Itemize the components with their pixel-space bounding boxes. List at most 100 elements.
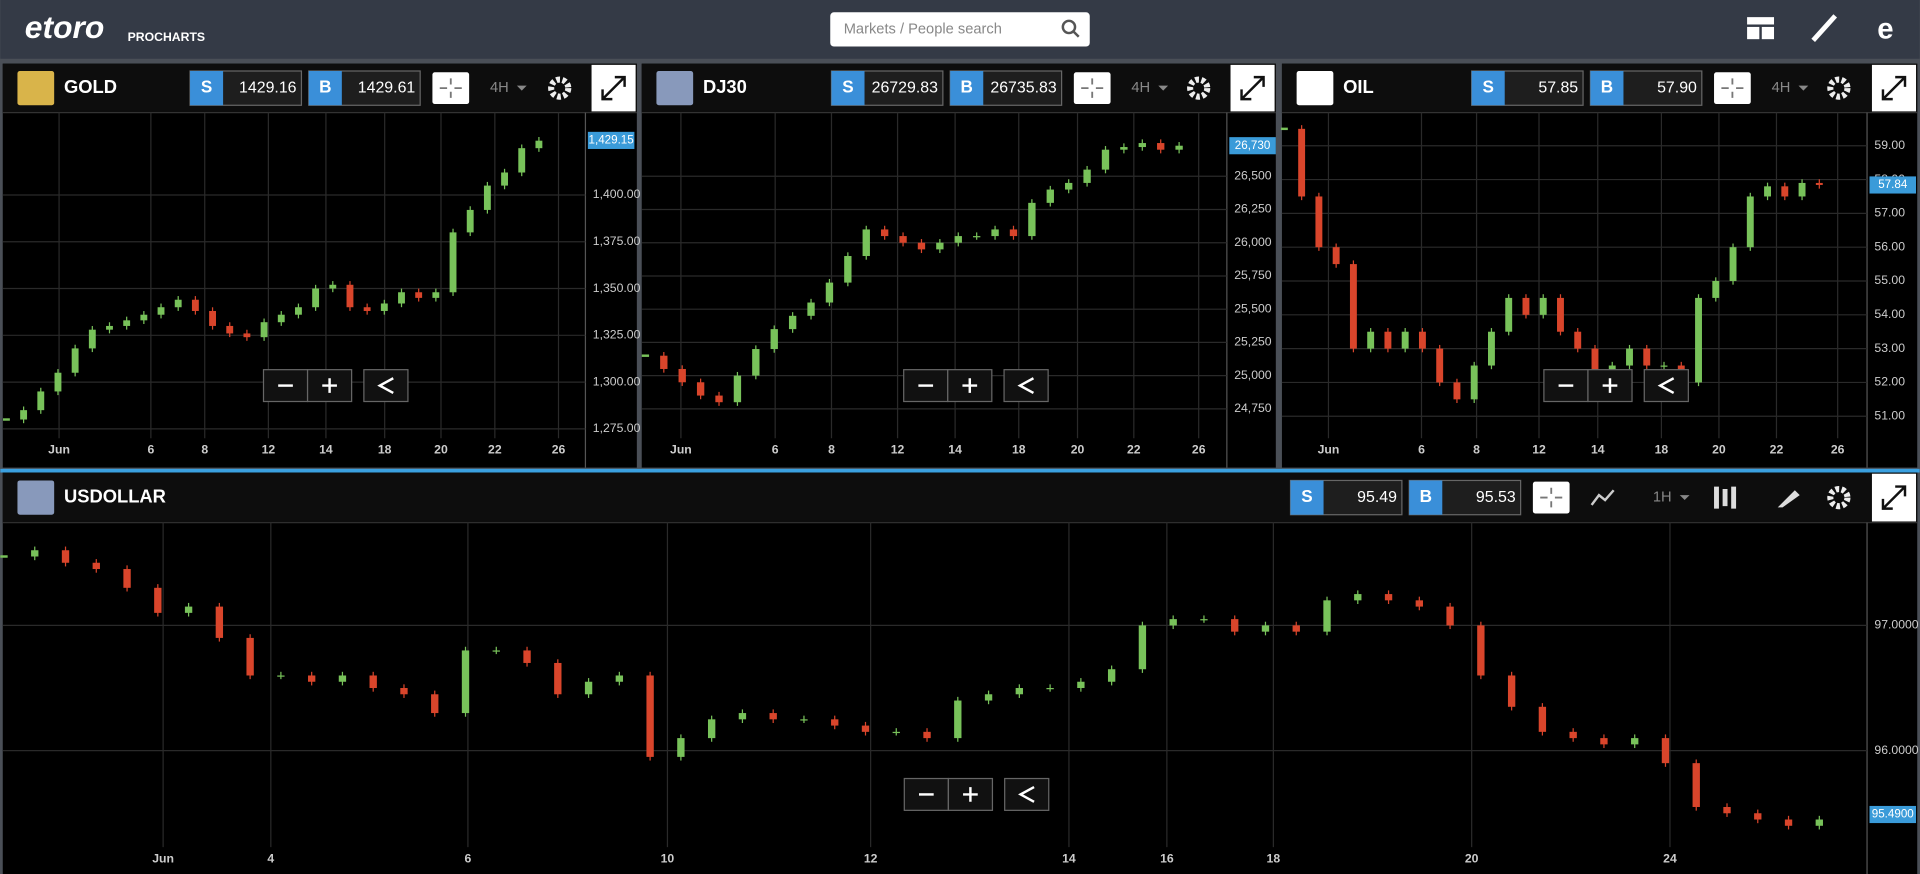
timeframe[interactable]: 1H [1653,489,1672,505]
timeframe-caret [1798,85,1809,91]
crosshair-button[interactable] [1714,72,1751,105]
draw-icon[interactable] [1777,490,1800,508]
candle [646,675,654,757]
candle [277,675,285,677]
candle [1712,280,1720,298]
candle [1384,331,1392,349]
crosshair-icon [1081,78,1104,98]
x-tick-label: 6 [772,443,779,457]
settings-icon[interactable] [1827,485,1851,510]
x-tick-label: 26 [552,443,566,457]
indicator-icon[interactable] [1590,489,1615,506]
candle [1009,229,1018,237]
panel [641,63,1276,468]
price-tag [1869,176,1917,194]
expand-icon [1881,75,1907,101]
candle [518,148,526,173]
candle [1815,819,1823,826]
y-tick-label: 25,750 [1234,268,1272,282]
settings-icon[interactable] [1827,76,1851,100]
share-icon [377,377,394,395]
timeframe-caret [516,85,527,91]
share-button[interactable] [1004,777,1050,811]
candle [1015,688,1024,695]
x-tick-label: Jun [1318,443,1340,457]
candle [1643,348,1651,366]
x-tick-label: 14 [948,443,962,457]
x-tick-label: 12 [1532,443,1546,457]
share-button[interactable] [363,369,409,403]
candle [1101,149,1110,170]
share-button[interactable] [1003,369,1049,403]
buy-label: B [319,77,331,97]
candle [1600,738,1608,745]
zoom-in-icon [963,787,978,802]
candle [1522,297,1530,315]
crosshair-icon [439,78,462,98]
candle [1231,619,1239,632]
candle [1298,128,1306,197]
share-button[interactable] [1643,369,1689,403]
candle [501,172,508,186]
x-tick-label: Jun [152,852,174,866]
buy-badge [308,70,342,106]
search-box[interactable] [830,12,1090,47]
candle [1815,182,1823,185]
panel [1281,63,1918,468]
zoom-in-button[interactable] [947,777,994,811]
candle [191,299,199,311]
candle [61,550,70,563]
x-tick-label: 18 [1267,852,1281,866]
candle [677,738,685,757]
candle [140,314,148,321]
candle [1631,738,1639,745]
candle [1292,625,1300,632]
candle [641,354,650,357]
timeframe[interactable]: 4H [1772,80,1791,96]
candle [917,242,926,250]
y-tick-label: 57.00 [1874,206,1905,220]
instrument-icon [1296,70,1334,106]
account-icon[interactable]: e [1877,12,1893,45]
candle [1538,706,1547,732]
y-tick-label: 1,325.00 [593,328,641,342]
settings-icon[interactable] [548,76,572,100]
candle [369,675,377,689]
x-tick-label: 14 [1591,443,1605,457]
crosshair-button[interactable] [1073,72,1111,105]
candle [88,329,96,349]
crosshair-button[interactable] [432,72,470,105]
x-tick-label: 20 [1465,852,1479,866]
candle [431,694,439,714]
edit-icon[interactable] [1811,14,1838,43]
y-tick-label: 55.00 [1874,273,1905,287]
candle [880,229,889,237]
timeframe-caret [1158,85,1169,91]
candle [1591,348,1599,383]
candle [243,333,251,338]
candle [54,372,62,392]
crosshair-icon [1721,78,1744,98]
candle [209,310,216,326]
search-icon[interactable] [1061,19,1080,38]
candle [20,410,28,420]
x-tick-label: 12 [864,852,878,866]
sell-price: 95.49 [1357,489,1397,506]
timeframe[interactable]: 4H [490,80,509,96]
candle [769,713,777,720]
price-tag [587,131,635,149]
x-tick-label: 20 [434,443,448,457]
crosshair-icon [1540,487,1563,508]
candle [807,302,815,316]
candle [184,606,193,613]
x-tick-label: 16 [1160,852,1174,866]
logo[interactable]: etoro [25,9,105,45]
share-icon [1018,786,1035,803]
layout-icon[interactable] [1747,17,1775,40]
zoom-in-button[interactable] [947,369,993,403]
chart-type-icon[interactable] [1714,486,1737,509]
settings-icon[interactable] [1187,76,1211,100]
timeframe[interactable]: 4H [1131,80,1150,96]
candle [1692,763,1700,807]
crosshair-button[interactable] [1532,481,1570,514]
